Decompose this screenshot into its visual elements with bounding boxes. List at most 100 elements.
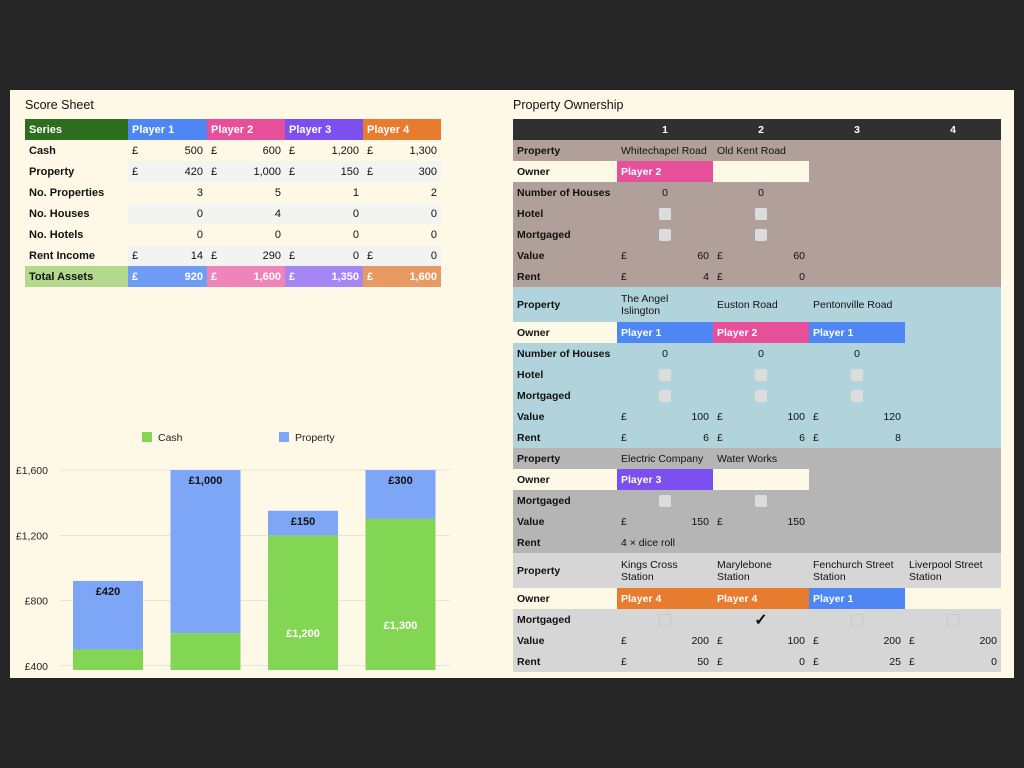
value-cell[interactable]: 0 [352, 228, 359, 241]
column-header-2[interactable]: 2 [758, 123, 764, 136]
total-cell[interactable]: £920 [128, 266, 207, 287]
owner-cell[interactable] [809, 161, 905, 182]
checkbox-icon [659, 389, 671, 402]
owner-cell[interactable] [713, 161, 809, 182]
owner-cell[interactable] [905, 161, 1001, 182]
value-cell[interactable]: £1,000 [207, 161, 285, 182]
cell-value: 4 [703, 270, 709, 283]
currency-symbol: £ [132, 249, 139, 262]
property-name[interactable]: Liverpool Street Station [909, 558, 983, 583]
property-name[interactable]: Water Works [717, 452, 778, 465]
value-cell[interactable]: 0 [128, 203, 207, 224]
bar-property-3[interactable] [268, 510, 338, 536]
owner-cell[interactable] [905, 588, 1001, 609]
value-cell[interactable]: £300 [363, 161, 441, 182]
owner-cell[interactable]: Player 2 [617, 161, 713, 182]
owner-cell[interactable] [713, 469, 809, 490]
bar-property-1[interactable] [73, 580, 143, 650]
player-header-1[interactable]: Player 1 [128, 119, 207, 140]
checkbox[interactable] [713, 224, 809, 245]
checkbox[interactable] [809, 385, 905, 406]
total-cell[interactable]: £1,600 [363, 266, 441, 287]
checkbox[interactable] [713, 490, 809, 511]
bar-cash-1[interactable] [73, 649, 143, 670]
checkbox[interactable] [809, 364, 905, 385]
value-cell[interactable]: 3 [196, 186, 203, 199]
value-cell[interactable]: 2 [430, 186, 437, 199]
owner-cell[interactable]: Player 4 [617, 588, 713, 609]
property-name[interactable]: Old Kent Road [717, 144, 786, 157]
bar-cash-3[interactable] [268, 535, 338, 670]
owner-cell[interactable]: Player 4 [713, 588, 809, 609]
value-cell[interactable]: £420 [128, 161, 207, 182]
property-name[interactable] [905, 140, 1001, 161]
value-cell[interactable]: 0 [430, 228, 437, 241]
checkbox[interactable] [713, 203, 809, 224]
checkbox[interactable] [713, 385, 809, 406]
value-cell[interactable]: 1 [352, 186, 359, 199]
property-name[interactable]: Electric Company [621, 452, 704, 465]
value-cell[interactable]: £0 [285, 245, 363, 266]
checkbox[interactable] [809, 609, 905, 630]
value-cell[interactable]: £1,200 [285, 140, 363, 161]
value-cell[interactable]: 4 [207, 203, 285, 224]
checkbox[interactable] [617, 364, 713, 385]
value-cell[interactable]: £600 [207, 140, 285, 161]
row-label: Owner [513, 469, 617, 490]
value-cell[interactable]: 0 [274, 228, 281, 241]
property-name[interactable] [809, 140, 905, 161]
checkbox[interactable]: ✓ [713, 609, 809, 630]
column-header-4[interactable]: 4 [950, 123, 956, 136]
checkbox[interactable] [617, 385, 713, 406]
bar-cash-2[interactable] [170, 633, 241, 670]
value-cell[interactable]: £500 [128, 140, 207, 161]
owner-cell[interactable]: Player 1 [809, 588, 905, 609]
value-cell[interactable]: 5 [274, 186, 281, 199]
value-cell[interactable]: 0 [196, 228, 203, 241]
player-header-2[interactable]: Player 2 [207, 119, 285, 140]
owner-cell[interactable]: Player 2 [713, 322, 809, 343]
checkbox[interactable] [617, 224, 713, 245]
checkbox[interactable] [617, 609, 713, 630]
bar-property-4[interactable] [365, 470, 436, 519]
total-cell[interactable]: £1,600 [207, 266, 285, 287]
property-name[interactable]: Pentonville Road [813, 298, 893, 311]
owner-cell[interactable]: Player 1 [809, 322, 905, 343]
value-cell[interactable]: £14 [128, 245, 207, 266]
player-header-3[interactable]: Player 3 [285, 119, 363, 140]
property-name[interactable] [905, 448, 1001, 469]
value-cell[interactable]: 0 [285, 203, 363, 224]
total-cell[interactable]: £1,350 [285, 266, 363, 287]
column-header-1[interactable]: 1 [662, 123, 668, 136]
owner-cell[interactable]: Player 3 [617, 469, 713, 490]
player-header-4[interactable]: Player 4 [363, 119, 441, 140]
property-name[interactable]: Fenchurch Street Station [813, 558, 894, 583]
owner-cell[interactable]: Player 1 [617, 322, 713, 343]
currency-symbol: £ [132, 270, 139, 283]
property-name[interactable]: The Angel Islington [621, 292, 669, 317]
value-cell[interactable]: £1,300 [363, 140, 441, 161]
owner-cell[interactable] [809, 469, 905, 490]
property-name[interactable]: Marylebone Station [717, 558, 772, 583]
checkbox[interactable] [617, 203, 713, 224]
property-name[interactable]: Kings Cross Station [621, 558, 678, 583]
empty-cell [809, 266, 905, 287]
property-name[interactable] [905, 287, 1001, 322]
checkbox[interactable] [713, 364, 809, 385]
series-header[interactable]: Series [25, 119, 128, 140]
value-cell[interactable]: £290 [207, 245, 285, 266]
owner-cell[interactable] [905, 322, 1001, 343]
property-name[interactable]: Whitechapel Road [621, 144, 707, 157]
header-row: 1 2 3 4 [513, 119, 1001, 140]
property-name[interactable]: Euston Road [717, 298, 778, 311]
property-name[interactable] [809, 448, 905, 469]
bar-property-2[interactable] [170, 470, 241, 634]
column-header-3[interactable]: 3 [854, 123, 860, 136]
checkbox[interactable] [617, 490, 713, 511]
owner-cell[interactable] [905, 469, 1001, 490]
value-cell[interactable]: £0 [363, 245, 441, 266]
value-cell[interactable]: 0 [363, 203, 441, 224]
bar-cash-4[interactable] [365, 518, 436, 670]
checkbox[interactable] [905, 609, 1001, 630]
value-cell[interactable]: £150 [285, 161, 363, 182]
